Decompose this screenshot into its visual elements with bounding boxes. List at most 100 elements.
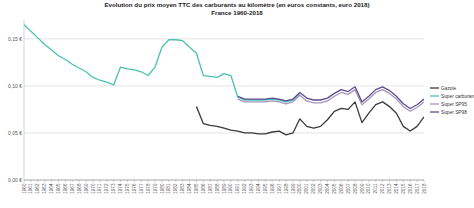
legend-swatch xyxy=(430,103,439,104)
x-tick-label: 1963 xyxy=(42,183,47,194)
x-tick-label: 1991 xyxy=(235,183,240,194)
x-tick xyxy=(417,180,418,182)
x-tick xyxy=(237,180,238,182)
x-tick-label: 1966 xyxy=(63,183,68,194)
x-tick xyxy=(175,180,176,182)
x-tick-label: 1985 xyxy=(194,183,199,194)
x-tick xyxy=(348,180,349,182)
x-tick-label: 1995 xyxy=(263,183,268,194)
x-tick xyxy=(224,180,225,182)
x-tick-label: 2011 xyxy=(373,183,378,193)
x-tick xyxy=(375,180,376,182)
x-tick xyxy=(210,180,211,182)
x-tick-label: 2017 xyxy=(415,183,420,194)
y-tick-label: 0,00 € xyxy=(8,177,22,183)
x-tick xyxy=(403,180,404,182)
x-tick-label: 1996 xyxy=(270,183,275,194)
x-tick xyxy=(244,180,245,182)
x-tick xyxy=(155,180,156,182)
x-tick-label: 2007 xyxy=(346,183,351,194)
x-tick-label: 1994 xyxy=(256,183,261,194)
x-tick xyxy=(361,180,362,182)
x-tick-label: 2001 xyxy=(304,183,309,194)
x-tick-label: 1967 xyxy=(70,183,75,194)
x-tick-label: 1980 xyxy=(160,183,165,194)
x-tick xyxy=(203,180,204,182)
x-tick xyxy=(161,180,162,182)
x-tick xyxy=(313,180,314,182)
background xyxy=(0,0,474,208)
x-tick-label: 1972 xyxy=(104,183,109,194)
x-tick-label: 1983 xyxy=(180,183,185,194)
x-tick-label: 1977 xyxy=(139,183,144,194)
x-tick-label: 1997 xyxy=(277,183,282,194)
x-tick-label: 2003 xyxy=(318,183,323,194)
x-tick xyxy=(99,180,100,182)
series-line xyxy=(196,102,424,135)
chart: Evolution du prix moyen TTC des carburan… xyxy=(0,0,474,208)
x-tick-label: 1990 xyxy=(228,183,233,194)
x-tick-label: 2008 xyxy=(353,183,358,194)
x-tick-label: 1982 xyxy=(173,183,178,194)
plot-area xyxy=(24,25,424,135)
x-tick xyxy=(320,180,321,182)
x-tick xyxy=(334,180,335,182)
subtitle: France 1960-2018 xyxy=(211,9,263,16)
x-tick-label: 1962 xyxy=(35,183,40,194)
x-tick-label: 2014 xyxy=(394,183,399,194)
x-tick xyxy=(168,180,169,182)
y-tick-label: 0,15 € xyxy=(8,36,22,42)
x-tick xyxy=(389,180,390,182)
x-tick xyxy=(24,180,25,182)
legend-swatch xyxy=(430,111,439,112)
x-tick xyxy=(382,180,383,182)
x-tick xyxy=(299,180,300,182)
series-line xyxy=(238,90,424,112)
grid-line xyxy=(24,85,424,86)
x-tick xyxy=(306,180,307,182)
x-tick-label: 1965 xyxy=(56,183,61,194)
x-tick xyxy=(355,180,356,182)
x-tick-label: 1976 xyxy=(132,183,137,194)
x-tick xyxy=(396,180,397,182)
x-tick-label: 1961 xyxy=(28,183,33,194)
legend-label: Gazole xyxy=(441,86,457,91)
x-tick xyxy=(230,180,231,182)
x-tick-label: 2013 xyxy=(387,183,392,194)
x-tick-label: 1978 xyxy=(146,183,151,194)
x-tick xyxy=(86,180,87,182)
x-tick-label: 1989 xyxy=(222,183,227,194)
x-tick-label: 2005 xyxy=(332,183,337,194)
x-tick xyxy=(286,180,287,182)
x-tick xyxy=(44,180,45,182)
grid-line xyxy=(24,38,424,39)
x-tick xyxy=(368,180,369,182)
x-tick xyxy=(251,180,252,182)
x-tick xyxy=(51,180,52,182)
x-tick-label: 2015 xyxy=(401,183,406,194)
x-tick-label: 2006 xyxy=(339,183,344,194)
x-tick-label: 1992 xyxy=(242,183,247,194)
x-tick-label: 1979 xyxy=(153,183,158,194)
x-tick xyxy=(272,180,273,182)
x-tick-label: 1971 xyxy=(97,183,102,194)
x-tick xyxy=(79,180,80,182)
y-axis xyxy=(24,20,25,180)
x-tick-label: 1984 xyxy=(187,183,192,194)
x-tick-label: 1968 xyxy=(77,183,82,194)
x-tick-label: 1999 xyxy=(291,183,296,194)
x-tick xyxy=(148,180,149,182)
legend-swatch xyxy=(430,87,439,88)
x-tick xyxy=(189,180,190,182)
x-tick-label: 1998 xyxy=(284,183,289,194)
x-tick-label: 2010 xyxy=(366,183,371,194)
x-tick xyxy=(279,180,280,182)
x-tick-label: 2000 xyxy=(297,183,302,194)
x-tick-label: 1988 xyxy=(215,183,220,194)
x-tick-label: 2018 xyxy=(422,183,427,194)
x-tick xyxy=(37,180,38,182)
y-tick-label: 0,05 € xyxy=(8,130,22,136)
x-tick xyxy=(65,180,66,182)
x-tick xyxy=(410,180,411,182)
x-tick-label: 1973 xyxy=(111,183,116,194)
